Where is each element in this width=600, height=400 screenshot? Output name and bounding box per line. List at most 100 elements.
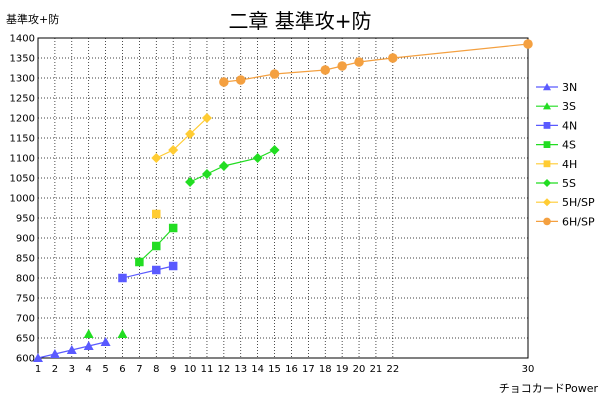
y-tick-label: 600 (16, 354, 35, 365)
data-point (135, 257, 144, 267)
y-tick-label: 950 (16, 214, 35, 225)
x-tick-label: 21 (370, 364, 383, 375)
x-tick-label: 5 (102, 364, 108, 375)
data-point (168, 261, 178, 271)
series-3s (83, 329, 128, 338)
x-tick-label: 4 (86, 364, 92, 375)
data-point (33, 353, 43, 362)
legend-marker (543, 122, 551, 129)
grid (38, 38, 528, 358)
data-point (337, 61, 347, 71)
legend-label: 6H/SP (562, 215, 595, 228)
plot-frame (37, 37, 529, 359)
x-tick-label: 9 (170, 364, 176, 375)
x-tick-label: 19 (336, 364, 349, 375)
legend-marker (543, 83, 551, 91)
legend-entry: 3S (536, 100, 576, 113)
x-axis-label: チョコカードPower (499, 382, 599, 395)
data-point (523, 39, 533, 49)
x-tick-label: 6 (119, 364, 125, 375)
data-point (151, 153, 162, 163)
y-tick-label: 1100 (10, 154, 35, 165)
legend-marker (543, 217, 551, 226)
y-tick-label: 1000 (10, 194, 35, 205)
series-5h-sp (151, 113, 212, 163)
series (33, 39, 533, 362)
x-tick-label: 1 (35, 364, 41, 375)
data-point (49, 349, 60, 358)
x-tick-label: 30 (522, 364, 535, 375)
series-4n (118, 261, 178, 283)
x-tick-label: 10 (184, 364, 197, 375)
series-5s (185, 145, 280, 187)
x-tick-label: 7 (136, 364, 142, 375)
data-point (118, 273, 127, 283)
x-tick-label: 15 (268, 364, 281, 375)
data-point (66, 345, 77, 354)
data-point (83, 341, 94, 350)
y-tick-label: 800 (16, 274, 35, 285)
x-tick-label: 2 (52, 364, 58, 375)
x-tick-label: 14 (251, 364, 264, 375)
legend-entry: 3N (536, 81, 577, 94)
data-point (201, 113, 212, 123)
legend-entry: 4N (536, 119, 577, 132)
legend-label: 3N (562, 81, 577, 94)
data-point (152, 209, 161, 219)
legend-label: 5S (562, 177, 576, 190)
y-tick-label: 900 (16, 234, 35, 245)
series-line (223, 43, 529, 83)
series-line (189, 149, 275, 183)
x-tick-label: 22 (386, 364, 399, 375)
chart-title: 二章 基準攻+防 (228, 9, 371, 33)
series-line (122, 265, 174, 279)
legend-entry: 5H/SP (536, 196, 595, 209)
data-point (201, 169, 212, 179)
data-point (269, 145, 280, 155)
y-tick-label: 650 (16, 334, 35, 345)
y-tick-label: 1050 (10, 174, 35, 185)
y-tick-label: 1400 (10, 34, 35, 45)
y-tick-label: 1200 (10, 114, 35, 125)
x-tick-label: 16 (285, 364, 298, 375)
y-tick-label: 700 (16, 314, 35, 325)
data-point (100, 337, 111, 346)
data-point (236, 75, 246, 85)
data-point (117, 329, 128, 338)
series-6h-sp (219, 39, 533, 87)
legend-entry: 6H/SP (536, 215, 595, 228)
x-tick-label: 17 (302, 364, 315, 375)
data-point (269, 69, 280, 79)
legend-label: 4N (562, 119, 577, 132)
y-tick-label: 1300 (10, 74, 35, 85)
series-line (156, 117, 208, 159)
legend-marker (543, 141, 551, 148)
data-point (252, 153, 263, 163)
x-tick-label: 11 (201, 364, 214, 375)
data-point (388, 53, 398, 63)
legend-marker (543, 198, 551, 207)
legend-label: 5H/SP (562, 196, 595, 209)
legend-label: 4H (562, 158, 577, 171)
legend-entry: 4H (536, 158, 577, 171)
y-tick-label: 1150 (10, 134, 35, 145)
data-point (218, 161, 229, 171)
y-tick-label: 750 (16, 294, 35, 305)
legend-marker (543, 179, 551, 187)
x-tick-label: 8 (153, 364, 159, 375)
series-4h (152, 209, 161, 219)
legend-label: 3S (562, 100, 576, 113)
data-point (219, 77, 229, 87)
data-point (152, 265, 161, 275)
data-point (354, 57, 364, 67)
x-tick-label: 13 (234, 364, 247, 375)
legend: 3N 3S 4N 4S 4H 5S 5H/SP 6H/SP (536, 81, 595, 228)
series-3n (33, 337, 111, 362)
data-point (168, 145, 179, 155)
y-tick-label: 1250 (10, 94, 35, 105)
legend-marker (543, 102, 551, 110)
y-tick-label: 850 (16, 254, 35, 265)
x-tick-label: 3 (69, 364, 75, 375)
series-4s (135, 223, 178, 267)
